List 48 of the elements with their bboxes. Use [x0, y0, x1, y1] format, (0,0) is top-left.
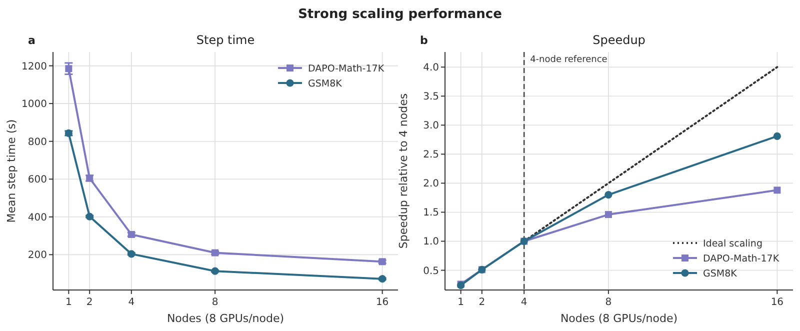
x-tick-label: 1 — [65, 297, 72, 308]
y-tick-label: 200 — [28, 250, 47, 262]
point — [774, 186, 781, 194]
point — [604, 211, 612, 218]
y-axis-title: Mean step time (s) — [5, 119, 18, 223]
legend-label: GSM8K — [308, 78, 343, 90]
y-tick-label: 600 — [28, 174, 47, 186]
x-tick-label: 16 — [770, 297, 784, 308]
point — [86, 212, 94, 220]
chart-title: Speedup — [592, 33, 646, 47]
y-tick-label: 1000 — [22, 99, 47, 110]
legend-label: DAPO-Math-17K — [308, 64, 385, 74]
x-tick-label: 4 — [520, 297, 528, 308]
text: Strong scaling performance — [298, 7, 502, 22]
point — [65, 65, 72, 72]
x-tick-label: 2 — [478, 297, 486, 308]
legend-label: Ideal scaling — [703, 238, 762, 250]
text: b — [420, 34, 428, 47]
x-tick-label: 1 — [458, 297, 464, 308]
point — [378, 275, 386, 283]
x-tick-label: 16 — [376, 297, 389, 308]
text: a — [28, 34, 36, 47]
y-tick-label: 0.5 — [423, 266, 439, 277]
x-axis-title: Nodes (8 GPUs/node) — [560, 312, 678, 325]
ref-line-label: 4-node reference — [530, 55, 608, 65]
y-tick-label: 800 — [28, 136, 47, 148]
y-tick-label: 1200 — [22, 61, 47, 72]
point — [773, 132, 781, 140]
y-tick-label: 2.5 — [423, 150, 439, 161]
point — [211, 267, 219, 275]
y-tick-label: 400 — [28, 212, 47, 224]
y-tick-label: 3.5 — [423, 92, 439, 103]
legend-label: DAPO-Math-17K — [703, 254, 780, 264]
y-tick-label: 1.5 — [423, 208, 439, 219]
chart-title: Step time — [196, 33, 255, 47]
y-tick-label: 1.0 — [423, 236, 439, 248]
x-tick-label: 2 — [86, 297, 93, 308]
y-tick-label: 2.0 — [423, 178, 439, 190]
x-tick-label: 8 — [605, 297, 612, 308]
legend-label: GSM8K — [703, 268, 738, 280]
x-axis-title: Nodes (8 GPUs/node) — [166, 312, 284, 325]
point — [604, 191, 612, 199]
x-tick-label: 4 — [128, 297, 135, 308]
x-tick-label: 8 — [212, 297, 218, 308]
y-tick-label: 4.0 — [423, 62, 439, 74]
y-tick-label: 3.0 — [423, 120, 439, 132]
point — [128, 250, 136, 258]
y-axis-title: Speedup relative to 4 nodes — [397, 93, 410, 249]
